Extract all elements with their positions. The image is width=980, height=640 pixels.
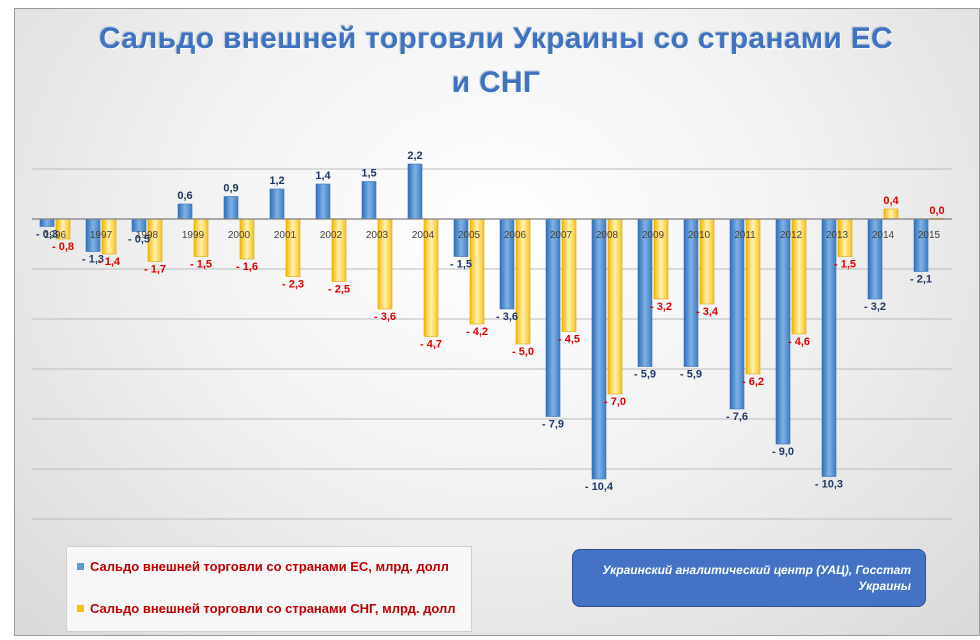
data-label-cis: - 6,2 [742,376,764,388]
data-label-cis: - 3,4 [696,306,719,318]
data-label-cis: - 1,4 [98,256,121,268]
legend-label-eu: Сальдо внешней торговли со странами ЕС, … [90,559,449,574]
category-label: 2000 [228,230,251,241]
bar-eu [545,218,561,417]
bar-cis [331,218,347,282]
category-label: 2014 [872,230,895,241]
data-label-cis: - 4,2 [466,326,488,338]
bar-eu [683,218,699,367]
source-box: Украинский аналитический центр (УАЦ), Го… [572,549,926,607]
data-label-cis: - 4,5 [558,334,580,346]
legend-item-cis: Сальдо внешней торговли со странами СНГ,… [77,601,455,616]
data-label-cis: - 4,7 [420,339,442,351]
data-label-cis: - 2,5 [328,284,350,296]
category-label: 2002 [320,230,343,241]
data-label-eu: - 7,9 [542,419,564,431]
category-label: 2008 [596,230,619,241]
data-label-cis: - 5,0 [512,346,534,358]
data-label-cis: 0,0 [929,205,944,217]
data-label-cis: - 1,6 [236,261,258,273]
category-label: 2012 [780,230,803,241]
data-label-eu: - 1,3 [82,254,104,266]
category-label: 2005 [458,230,481,241]
data-label-eu: - 2,1 [910,274,932,286]
bar-eu [315,183,331,220]
category-label: 2011 [734,230,756,241]
data-label-cis: - 0,8 [52,241,74,253]
bar-cis [883,208,899,220]
category-label: 2010 [688,230,711,241]
data-label-cis: - 4,6 [788,336,810,348]
category-label: 1996 [44,230,67,241]
bar-eu [223,196,239,220]
legend-swatch-cis [77,605,84,612]
category-label: 1998 [136,230,159,241]
chart-title-line2: и СНГ [451,66,541,99]
chart-title-line1: Сальдо внешней торговли Украины со стран… [98,22,894,55]
bar-eu [775,218,791,445]
category-label: 1997 [90,230,113,241]
data-label-cis: - 7,0 [604,396,626,408]
data-label-eu: 2,2 [407,150,422,162]
bar-cis [285,218,301,277]
category-label: 2015 [918,230,941,241]
category-label: 2009 [642,230,665,241]
chart-area [14,8,980,636]
bar-eu [39,218,55,227]
category-label: 2007 [550,230,573,241]
category-label: 2013 [826,230,849,241]
bar-eu [591,218,607,480]
bar-eu [913,218,929,272]
legend: Сальдо внешней торговли со странами ЕС, … [66,546,472,632]
legend-swatch-eu [77,563,84,570]
bar-eu [637,218,653,367]
data-label-eu: - 7,6 [726,411,748,423]
data-label-eu: 0,6 [177,190,192,202]
data-label-eu: - 5,9 [680,369,702,381]
data-label-eu: - 3,2 [864,301,886,313]
data-label-eu: - 1,5 [450,259,472,271]
data-label-eu: - 0,5 [128,234,150,246]
data-label-cis: - 1,7 [144,264,166,276]
data-label-eu: - 5,9 [634,369,656,381]
legend-item-eu: Сальдо внешней торговли со странами ЕС, … [77,559,449,574]
data-label-cis: - 3,2 [650,301,672,313]
category-label: 2003 [366,230,389,241]
category-label: 2006 [504,230,527,241]
category-label: 2004 [412,230,435,241]
bar-eu [177,203,193,220]
bar-eu [361,181,377,220]
bar-cis [607,218,623,395]
data-label-eu: - 3,6 [496,311,518,323]
data-label-eu: - 10,4 [585,481,614,493]
data-label-cis: - 2,3 [282,279,304,291]
category-label: 2001 [274,230,297,241]
data-label-cis: - 3,6 [374,311,396,323]
data-label-cis: - 1,5 [190,259,212,271]
data-label-eu: 1,5 [361,168,376,180]
data-label-cis: - 1,5 [834,259,856,271]
data-label-eu: - 9,0 [772,446,794,458]
data-label-cis: 0,4 [883,195,899,207]
bar-cis [745,218,761,375]
category-label: 1999 [182,230,205,241]
data-label-eu: 1,2 [269,175,284,187]
data-label-eu: 1,4 [315,170,331,182]
bar-eu [407,163,423,220]
data-label-eu: - 0,3 [36,229,58,241]
data-label-eu: - 10,3 [815,479,843,491]
data-label-eu: 0,9 [223,183,238,195]
bar-eu [269,188,285,220]
legend-label-cis: Сальдо внешней торговли со странами СНГ,… [90,601,456,616]
